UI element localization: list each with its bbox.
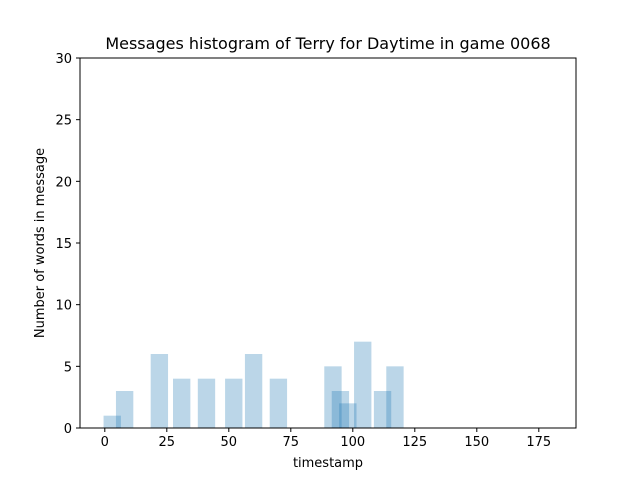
y-axis-ticks: 0 5 10 15 20 25 30 [55,52,80,437]
histogram-bar-10 [339,403,357,428]
plot-frame [79,57,577,429]
histogram-bar-5 [225,378,243,428]
histogram-bar-13 [386,366,404,428]
bars-group [103,341,404,428]
x-tick-label: 0 [101,435,109,450]
x-tick-label: 175 [526,435,551,450]
y-tick-label: 25 [55,114,72,129]
x-tick-label: 150 [464,435,489,450]
histogram-bar-4 [197,378,216,428]
histogram-bar-11 [354,341,372,428]
chart-title: Messages histogram of Terry for Daytime … [105,34,550,53]
y-tick-label: 30 [55,52,72,67]
y-tick-label: 5 [64,360,72,375]
histogram-bar-3 [173,378,191,428]
y-axis-label: Number of words in message [33,148,48,338]
x-tick-label: 25 [159,435,176,450]
y-tick-label: 0 [64,422,72,437]
y-tick-label: 10 [55,299,72,314]
histogram-bar-8 [324,366,342,428]
histogram-bar-1 [115,391,134,428]
y-tick-label: 20 [55,175,72,190]
histogram-bar-0 [103,415,121,428]
x-tick-label: 125 [402,435,427,450]
x-tick-label: 100 [340,435,365,450]
y-tick-label: 15 [55,237,72,252]
x-axis-ticks: 0 25 50 75 100 125 150 175 [101,428,551,450]
histogram-bar-6 [244,354,263,428]
x-tick-label: 50 [221,435,238,450]
x-axis-label: timestamp [293,456,363,471]
histogram-bar-2 [150,354,169,428]
histogram-bar-9 [331,391,350,428]
histogram-bar-7 [269,378,288,428]
histogram-bar-12 [373,391,392,428]
x-tick-label: 75 [283,435,300,450]
